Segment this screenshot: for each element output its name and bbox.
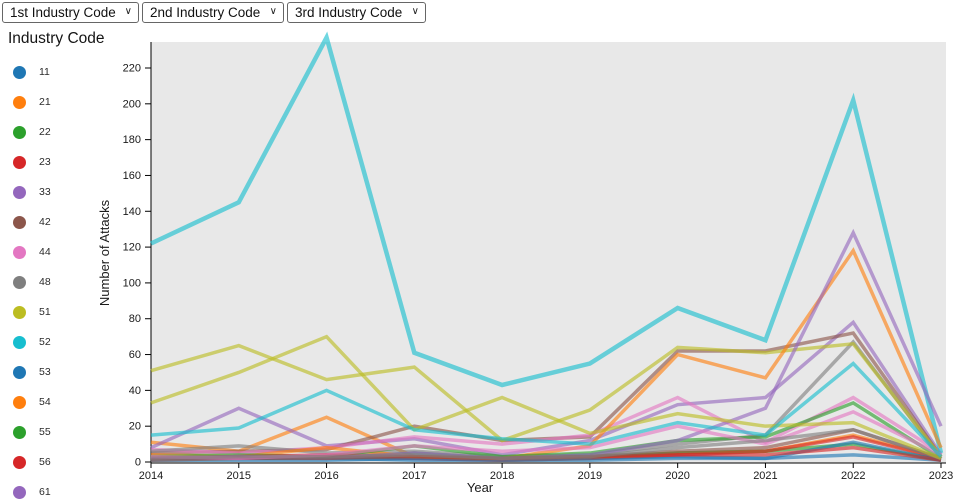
legend-item-label: 23: [39, 156, 51, 168]
y-tick-label: 200: [123, 98, 141, 110]
legend-swatch-icon: [13, 155, 26, 169]
y-tick-label: 100: [123, 277, 141, 289]
x-tick-label: 2014: [139, 470, 163, 482]
legend-item-33: 33: [8, 177, 105, 207]
legend-swatch-icon: [13, 185, 26, 199]
legend-item-55: 55: [8, 417, 105, 447]
industry-code-select-3[interactable]: 3rd Industry Code: [287, 2, 426, 23]
legend-item-label: 33: [39, 186, 51, 198]
y-tick-label: 20: [129, 421, 141, 433]
x-tick-label: 2023: [929, 470, 953, 482]
x-tick-label: 2020: [665, 470, 689, 482]
y-tick-label: 160: [123, 170, 141, 182]
series-line-51: [150, 341, 943, 458]
legend-swatch-icon: [13, 125, 26, 139]
series-line-33: [150, 319, 943, 457]
x-tick-label: 2017: [402, 470, 426, 482]
legend-swatch-icon: [13, 395, 26, 409]
x-tick-label: 2021: [753, 470, 777, 482]
legend-item-11: 11: [8, 57, 105, 87]
industry-code-select-3-wrap: 3rd Industry Code ∨: [287, 2, 426, 23]
legend-swatch-icon: [13, 335, 26, 349]
legend-item-label: 56: [39, 456, 51, 468]
legend-swatch-icon: [13, 365, 26, 379]
y-axis-title: Number of Attacks: [97, 199, 112, 306]
x-tick-label: 2015: [227, 470, 251, 482]
legend-swatch-icon: [13, 275, 26, 289]
legend-swatch-icon: [13, 455, 26, 469]
legend-swatch-icon: [13, 425, 26, 439]
industry-code-select-2-wrap: 2nd Industry Code ∨: [142, 2, 284, 23]
legend-swatch-icon: [13, 245, 26, 259]
plot-area: [151, 42, 946, 463]
legend-swatch-icon: [13, 215, 26, 229]
legend-item-23: 23: [8, 147, 105, 177]
series-line-72: [150, 427, 942, 461]
legend: Industry Code 11 21 22 23 33 42 44 48 51 52 53 54 55…: [8, 30, 105, 500]
y-tick-label: 220: [123, 63, 141, 75]
y-tick-label: 140: [123, 206, 141, 218]
legend-swatch-icon: [13, 485, 26, 499]
legend-item-label: 54: [39, 396, 51, 408]
legend-item-44: 44: [8, 237, 105, 267]
legend-item-label: 44: [39, 246, 51, 258]
x-axis-title: Year: [467, 480, 494, 495]
x-tick-label: 2018: [490, 470, 514, 482]
y-tick-label: 80: [129, 313, 141, 325]
series-line-81: [150, 334, 942, 461]
legend-item-53: 53: [8, 357, 105, 387]
industry-code-filters: 1st Industry Code ∨ 2nd Industry Code ∨ …: [2, 2, 426, 23]
legend-item-label: 48: [39, 276, 51, 288]
series-line-52: [150, 31, 944, 454]
y-tick-label: 120: [123, 242, 141, 254]
legend-item-56: 56: [8, 447, 105, 477]
y-tick-label: 60: [129, 349, 141, 361]
x-tick-label: 2016: [314, 470, 338, 482]
y-tick-label: 40: [129, 385, 141, 397]
industry-code-select-1-wrap: 1st Industry Code ∨: [2, 2, 139, 23]
legend-item-61: 61: [8, 477, 105, 500]
legend-swatch-icon: [13, 305, 26, 319]
legend-item-51: 51: [8, 297, 105, 327]
x-tick-label: 2019: [578, 470, 602, 482]
legend-item-label: 51: [39, 306, 51, 318]
legend-item-label: 42: [39, 216, 51, 228]
x-tick-label: 2022: [841, 470, 865, 482]
legend-item-54: 54: [8, 387, 105, 417]
legend-item-48: 48: [8, 267, 105, 297]
legend-items: 11 21 22 23 33 42 44 48 51 52 53 54 55 56 61: [8, 57, 105, 500]
legend-item-label: 52: [39, 336, 51, 348]
industry-code-select-1[interactable]: 1st Industry Code: [2, 2, 139, 23]
legend-item-label: 21: [39, 96, 51, 108]
legend-item-22: 22: [8, 117, 105, 147]
legend-swatch-icon: [13, 95, 26, 109]
series-line-54: [150, 247, 943, 461]
legend-item-label: 11: [39, 66, 50, 78]
legend-item-label: 55: [39, 426, 51, 438]
y-tick-label: 0: [135, 457, 141, 469]
legend-item-21: 21: [8, 87, 105, 117]
series-line-92: [150, 361, 943, 458]
legend-item-52: 52: [8, 327, 105, 357]
legend-item-42: 42: [8, 207, 105, 237]
legend-item-label: 22: [39, 126, 51, 138]
industry-code-select-2[interactable]: 2nd Industry Code: [142, 2, 284, 23]
legend-swatch-icon: [13, 65, 26, 79]
legend-item-label: 53: [39, 366, 51, 378]
y-tick-label: 180: [123, 134, 141, 146]
legend-item-label: 61: [39, 486, 51, 498]
legend-title: Industry Code: [8, 30, 105, 47]
